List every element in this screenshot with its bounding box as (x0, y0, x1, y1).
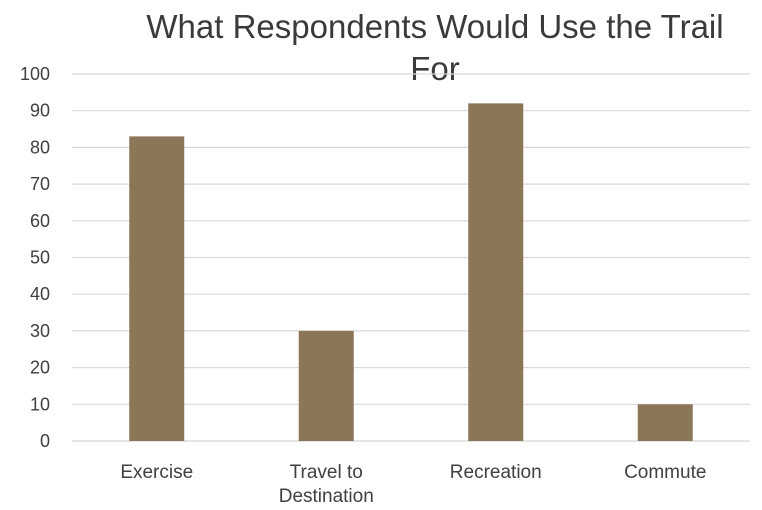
x-category-label-line: Exercise (120, 462, 193, 483)
y-tick-label: 70 (30, 174, 50, 194)
x-category-label: Recreation (450, 462, 542, 483)
x-category-label-line: Commute (624, 462, 706, 483)
bar-recreation (468, 103, 524, 442)
gridlines (72, 73, 750, 442)
y-tick-label: 30 (30, 321, 50, 341)
bar-exercise (129, 136, 185, 441)
y-tick-label: 100 (20, 64, 50, 84)
x-category-label: Exercise (120, 462, 193, 483)
x-axis-labels: Exercise Travel to Destination Recreation Co… (120, 462, 706, 507)
y-tick-label: 80 (30, 137, 50, 157)
y-tick-label: 0 (40, 431, 50, 451)
x-category-label-line: Destination (279, 486, 374, 507)
y-tick-label: 90 (30, 101, 50, 121)
bar-commute (637, 404, 693, 441)
x-category-label: Travel to Destination (279, 462, 374, 507)
y-tick-label: 50 (30, 248, 50, 268)
x-category-label-line: Recreation (450, 462, 542, 483)
chart-title: What Respondents Would Use the Trail For (146, 8, 724, 87)
x-category-label-line: Travel to (290, 462, 363, 483)
x-category-label: Commute (624, 462, 706, 483)
y-tick-label: 20 (30, 358, 50, 378)
y-tick-label: 10 (30, 394, 50, 414)
y-tick-label: 40 (30, 284, 50, 304)
bars (129, 103, 693, 442)
bar-travel-to-destination (298, 330, 354, 441)
y-tick-label: 60 (30, 211, 50, 231)
y-axis-ticks: 0 10 20 30 40 50 60 70 80 90 100 (20, 64, 50, 451)
